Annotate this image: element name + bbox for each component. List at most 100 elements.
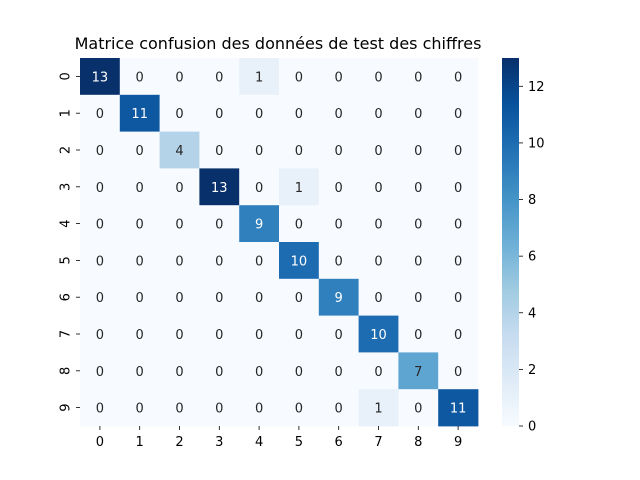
y-tick-label: 2 [59, 146, 74, 154]
cell-value-label: 0 [215, 291, 223, 306]
heatmap-cell [438, 278, 479, 316]
cell-value-label: 0 [215, 402, 223, 417]
y-tick-label: 6 [59, 293, 74, 301]
heatmap-cell [318, 168, 359, 206]
cell-value-label: 0 [255, 144, 263, 159]
cell-value-label: 1 [255, 70, 263, 85]
cell-value-label: 0 [175, 328, 183, 343]
heatmap-cell [279, 315, 320, 353]
cell-value-label: 10 [370, 328, 387, 343]
heatmap-cell [119, 278, 160, 316]
heatmap-cell [438, 94, 479, 132]
heatmap-cell [318, 205, 359, 243]
y-tick-label: 1 [59, 109, 74, 117]
cell-value-label: 13 [92, 70, 109, 85]
cell-value-label: 0 [295, 365, 303, 380]
colorbar-tick-label: 4 [528, 306, 536, 321]
cell-value-label: 0 [335, 107, 343, 122]
cell-value-label: 4 [175, 144, 183, 159]
cell-value-label: 0 [255, 181, 263, 196]
heatmap-cell [358, 168, 399, 206]
colorbar-tick-label: 10 [528, 136, 545, 151]
cell-value-label: 0 [136, 254, 144, 269]
heatmap-cell [159, 58, 200, 96]
heatmap-cell [438, 131, 479, 169]
heatmap-cell [279, 242, 320, 280]
cell-value-label: 0 [454, 218, 462, 233]
heatmap-cell [159, 315, 200, 353]
heatmap-cell [279, 389, 320, 427]
cell-value-label: 0 [335, 144, 343, 159]
heatmap-cell [199, 94, 240, 132]
heatmap-cell [159, 94, 200, 132]
heatmap-cell [80, 278, 121, 316]
heatmap-cell [279, 131, 320, 169]
cell-value-label: 0 [454, 144, 462, 159]
heatmap-cell [239, 94, 280, 132]
cell-value-label: 0 [215, 144, 223, 159]
cell-value-label: 0 [136, 70, 144, 85]
cell-value-label: 0 [414, 218, 422, 233]
heatmap-cell [398, 94, 439, 132]
cell-value-label: 0 [175, 365, 183, 380]
heatmap-cell [398, 315, 439, 353]
heatmap-cell [199, 278, 240, 316]
colorbar-gradient [502, 58, 519, 426]
cell-value-label: 0 [175, 402, 183, 417]
heatmap-cell [199, 58, 240, 96]
heatmap-cell [358, 131, 399, 169]
heatmap-cell [358, 205, 399, 243]
heatmap-cell [199, 131, 240, 169]
heatmap-cell [119, 242, 160, 280]
cell-value-label: 0 [295, 291, 303, 306]
heatmap-cell [119, 352, 160, 390]
cell-value-label: 0 [295, 70, 303, 85]
cell-value-label: 0 [414, 107, 422, 122]
heatmap-cell [398, 205, 439, 243]
y-tick-label: 3 [59, 183, 74, 191]
cell-value-label: 0 [96, 328, 104, 343]
heatmap-cell [318, 242, 359, 280]
heatmap-cell [199, 389, 240, 427]
heatmap-cell [279, 94, 320, 132]
cell-value-label: 0 [335, 70, 343, 85]
heatmap-cell [438, 205, 479, 243]
heatmap-cell [199, 352, 240, 390]
heatmap-cell [318, 315, 359, 353]
heatmap-cell [239, 278, 280, 316]
cell-value-label: 0 [136, 291, 144, 306]
heatmap-cell [318, 389, 359, 427]
cell-value-label: 11 [450, 402, 467, 417]
heatmap-cell [159, 131, 200, 169]
heatmap-cell [159, 352, 200, 390]
cell-value-label: 0 [295, 107, 303, 122]
heatmap-cell [279, 205, 320, 243]
heatmap-cell [318, 278, 359, 316]
cell-value-label: 0 [414, 254, 422, 269]
heatmap-cell [358, 389, 399, 427]
heatmap-cell [159, 389, 200, 427]
x-tick-label: 8 [414, 435, 422, 450]
heatmap-cell [398, 131, 439, 169]
cell-value-label: 0 [414, 402, 422, 417]
cell-value-label: 0 [136, 144, 144, 159]
cell-value-label: 0 [295, 218, 303, 233]
cell-value-label: 0 [374, 107, 382, 122]
heatmap-cell [159, 205, 200, 243]
x-tick-label: 3 [215, 435, 223, 450]
cell-value-label: 0 [335, 254, 343, 269]
heatmap-cell [199, 205, 240, 243]
heatmap-cell [80, 168, 121, 206]
heatmap-cell [239, 205, 280, 243]
cell-value-label: 0 [96, 218, 104, 233]
heatmap-cell [318, 352, 359, 390]
colorbar: 0 2 4 6 8 10 12 [502, 58, 545, 435]
cell-value-label: 0 [215, 365, 223, 380]
heatmap-cell [239, 389, 280, 427]
heatmap-cell [438, 389, 479, 427]
heatmap-cell [80, 352, 121, 390]
cell-value-label: 0 [136, 365, 144, 380]
y-tick-label: 8 [59, 367, 74, 375]
cell-value-label: 0 [255, 291, 263, 306]
